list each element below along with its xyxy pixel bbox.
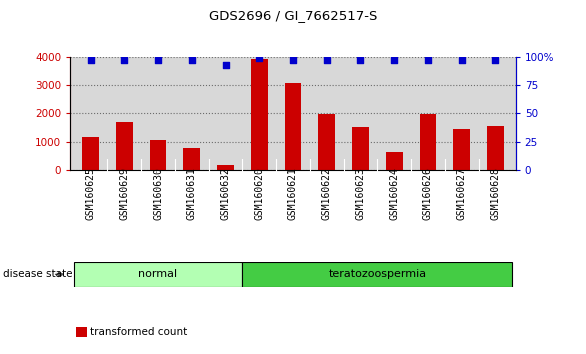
Text: GSM160622: GSM160622 (322, 167, 332, 220)
Bar (420, 114, 437, 170)
Text: GSM160620: GSM160620 (254, 167, 264, 220)
Text: normal: normal (138, 269, 178, 279)
Text: GSM160625: GSM160625 (86, 167, 96, 220)
Bar (74, 262, 243, 287)
Point (187, 57, 196, 63)
Point (356, 57, 365, 63)
Text: GSM160621: GSM160621 (288, 167, 298, 220)
Text: teratozoospermia: teratozoospermia (328, 269, 427, 279)
Point (221, 62, 230, 67)
Text: GSM160624: GSM160624 (389, 167, 399, 220)
Point (254, 55, 264, 61)
Point (288, 57, 298, 63)
Point (423, 57, 432, 63)
Bar (453, 130, 470, 170)
Text: GDS2696 / GI_7662517-S: GDS2696 / GI_7662517-S (209, 9, 377, 22)
Bar (352, 127, 369, 170)
Bar (386, 152, 403, 170)
Point (390, 57, 399, 63)
Bar (251, 59, 268, 170)
Text: GSM160623: GSM160623 (356, 167, 366, 220)
Bar (487, 126, 504, 170)
Point (154, 57, 163, 63)
Text: transformed count: transformed count (90, 327, 188, 337)
Bar (149, 141, 166, 170)
Point (86, 57, 96, 63)
Point (490, 57, 500, 63)
Bar (82, 137, 99, 170)
Bar (116, 122, 133, 170)
Point (457, 57, 466, 63)
Text: GSM160631: GSM160631 (187, 167, 197, 220)
Bar (243, 262, 512, 287)
Text: GSM160632: GSM160632 (220, 167, 230, 220)
Bar (217, 165, 234, 170)
Text: GSM160628: GSM160628 (490, 167, 500, 220)
Text: GSM160626: GSM160626 (423, 167, 433, 220)
Bar (285, 83, 301, 170)
Text: disease state: disease state (3, 269, 73, 279)
Bar (183, 148, 200, 170)
Point (322, 57, 332, 63)
Bar (318, 114, 335, 170)
Text: GSM160630: GSM160630 (153, 167, 163, 220)
Point (120, 57, 129, 63)
Text: GSM160629: GSM160629 (120, 167, 130, 220)
Text: GSM160627: GSM160627 (456, 167, 466, 220)
